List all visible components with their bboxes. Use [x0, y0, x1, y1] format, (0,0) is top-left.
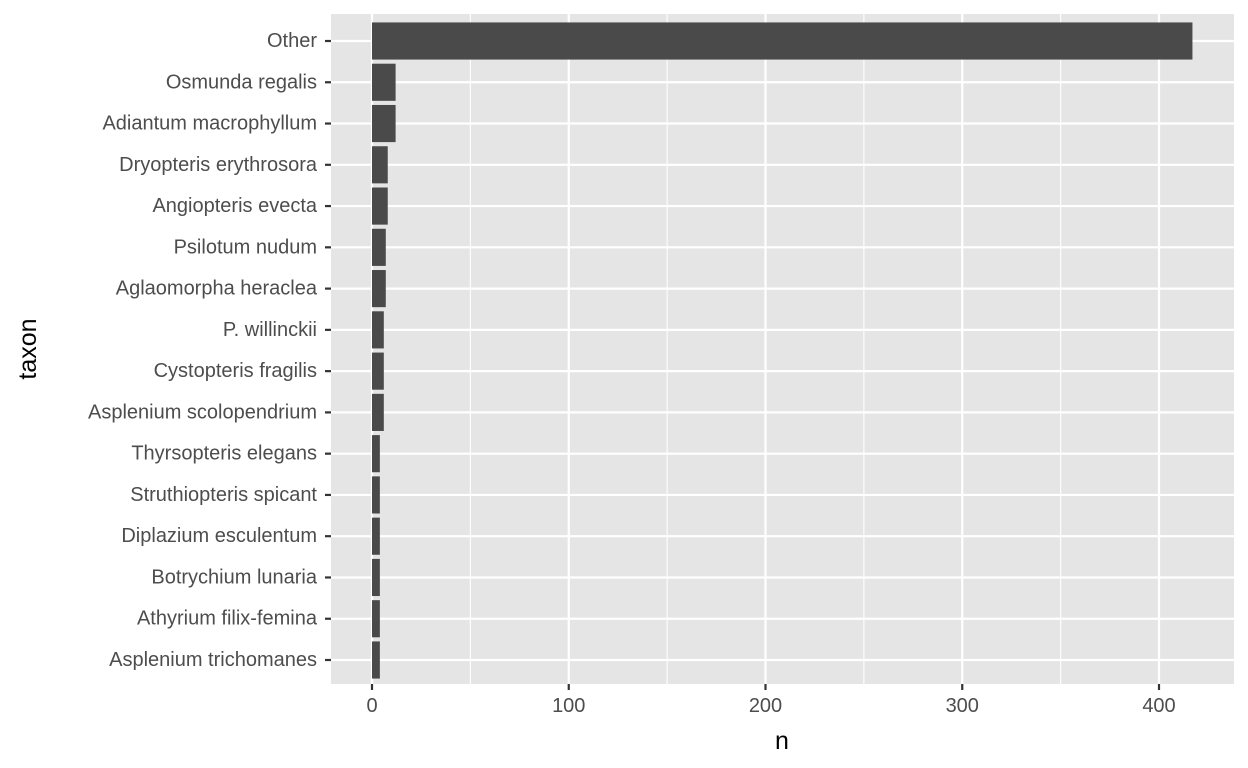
bar — [372, 600, 380, 638]
y-tick-label: Dryopteris erythrosora — [119, 154, 318, 176]
y-tick-label: Psilotum nudum — [174, 236, 317, 258]
major-gridlines — [331, 14, 1234, 684]
y-tick-label: Asplenium trichomanes — [109, 649, 317, 671]
y-tick-label: Angiopteris evecta — [152, 195, 317, 217]
x-tick-label: 0 — [366, 695, 377, 717]
bar — [372, 476, 380, 514]
y-tick-label: Asplenium scolopendrium — [88, 401, 317, 423]
bar — [372, 146, 388, 184]
y-tick-label: Cystopteris fragilis — [154, 360, 317, 382]
y-tick-label: Thyrsopteris elegans — [131, 443, 317, 465]
x-tick-label: 200 — [749, 695, 782, 717]
minor-gridlines — [469, 14, 1062, 684]
bar — [372, 270, 386, 308]
y-tick-label: Diplazium esculentum — [121, 525, 317, 547]
x-axis-title: n — [775, 727, 789, 755]
bar — [372, 641, 380, 679]
bar — [372, 187, 388, 225]
y-tick-label: P. willinckii — [223, 319, 317, 341]
bar — [372, 22, 1193, 60]
y-tick-label: Other — [267, 30, 317, 52]
y-axis-title: taxon — [14, 318, 42, 379]
y-tick-label: Adiantum macrophyllum — [102, 113, 317, 135]
bar — [372, 435, 380, 473]
plot-panel — [331, 14, 1234, 684]
bar — [372, 228, 386, 266]
bar — [372, 558, 380, 597]
x-axis: 0 100 200 300 400 — [366, 684, 1176, 717]
y-tick-label: Struthiopteris spicant — [130, 484, 317, 506]
y-tick-label: Osmunda regalis — [166, 71, 317, 93]
y-axis: Other Osmunda regalis Adiantum macrophyllu… — [88, 30, 331, 671]
bar — [372, 517, 380, 555]
x-tick-label: 100 — [552, 695, 585, 717]
y-tick-label: Aglaomorpha heraclea — [116, 278, 318, 300]
bar — [372, 311, 384, 349]
x-tick-label: 300 — [946, 695, 979, 717]
y-tick-label: Botrychium lunaria — [151, 566, 318, 588]
bar — [372, 104, 396, 143]
y-tick-label: Athyrium filix-femina — [137, 608, 318, 630]
x-tick-label: 400 — [1142, 695, 1175, 717]
bar — [372, 393, 384, 431]
bar — [372, 352, 384, 390]
bars — [372, 22, 1193, 679]
bar — [372, 63, 396, 101]
